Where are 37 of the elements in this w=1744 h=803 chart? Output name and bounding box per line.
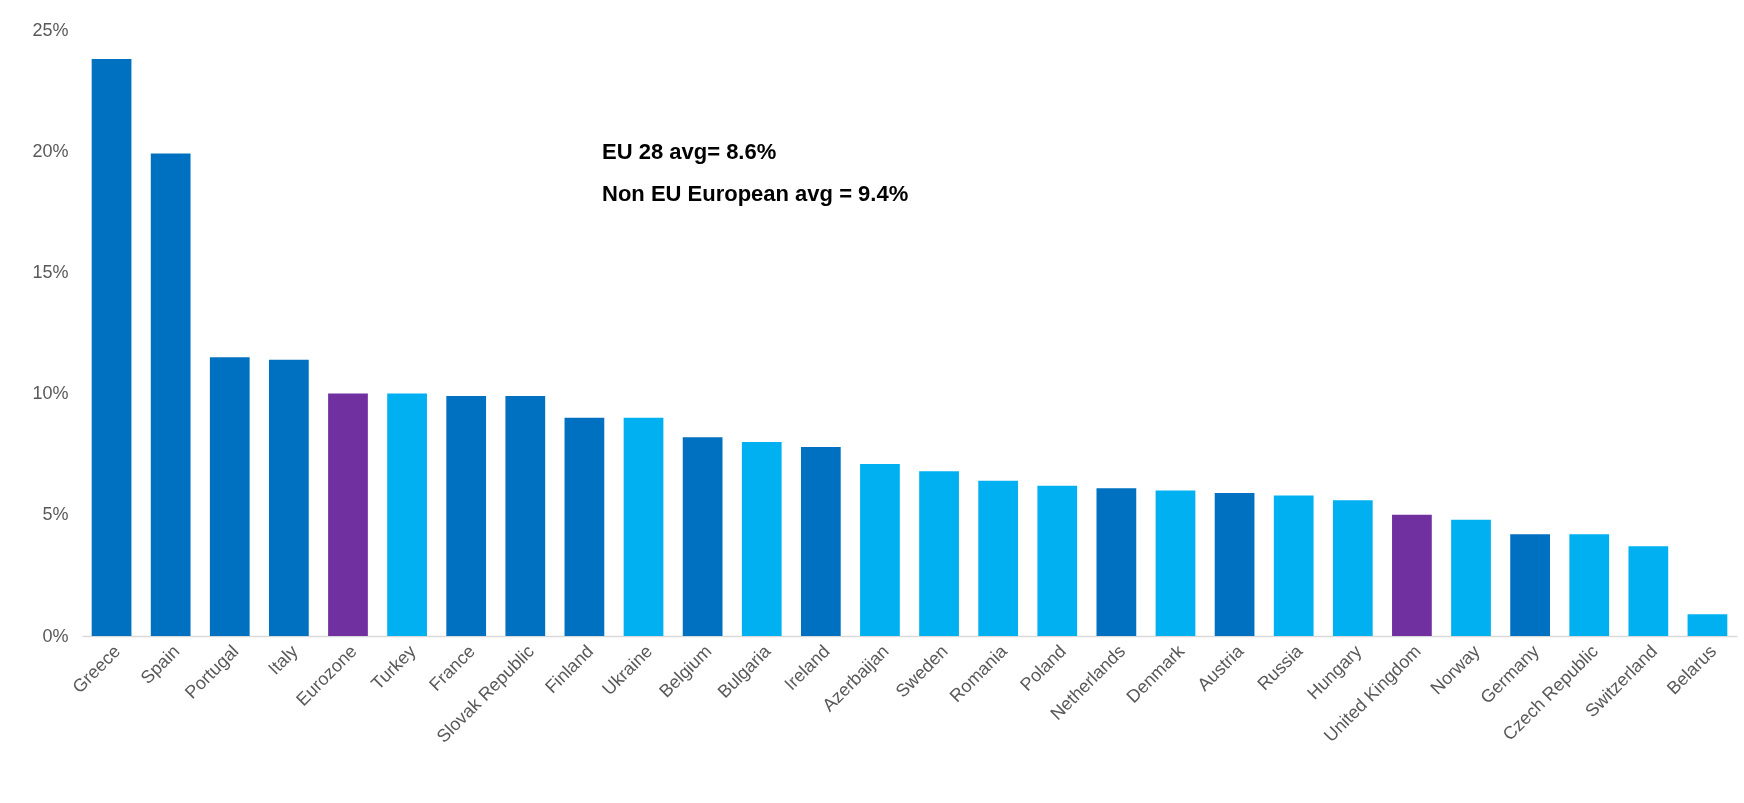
x-tick-label: Italy: [264, 641, 302, 679]
bar: [1392, 514, 1432, 636]
y-tick-label: 5%: [42, 504, 69, 525]
bar: [269, 359, 309, 636]
bar: [1332, 500, 1373, 636]
bar: [387, 393, 427, 636]
annotation: EU 28 avg= 8.6%: [602, 139, 777, 164]
bar: [1628, 546, 1669, 636]
bar: [919, 471, 959, 636]
bar: [564, 417, 605, 636]
y-tick-label: 20%: [32, 140, 69, 161]
y-tick-label: 0%: [42, 625, 69, 646]
bar: [1510, 534, 1550, 636]
bar: [1451, 519, 1491, 636]
bar: [623, 417, 664, 636]
bar: [1569, 534, 1610, 636]
bar: [1155, 490, 1196, 636]
bar: [150, 153, 191, 636]
bar: [505, 396, 546, 636]
bar: [1037, 485, 1078, 636]
bar: [446, 396, 487, 636]
bar: [1687, 614, 1728, 636]
bar: [682, 437, 723, 636]
y-tick-label: 15%: [32, 261, 69, 282]
bar: [860, 463, 900, 636]
bar: [978, 480, 1019, 636]
bar: [741, 442, 782, 636]
bar: [209, 357, 250, 636]
annotation: Non EU European avg = 9.4%: [602, 181, 909, 206]
bar: [1214, 492, 1255, 636]
y-tick-label: 25%: [32, 19, 69, 40]
bar: [91, 59, 132, 636]
bar: [1273, 495, 1314, 636]
bar: [800, 446, 841, 636]
y-tick-label: 10%: [32, 383, 69, 404]
bar: [1096, 488, 1137, 636]
bar: [328, 393, 368, 636]
